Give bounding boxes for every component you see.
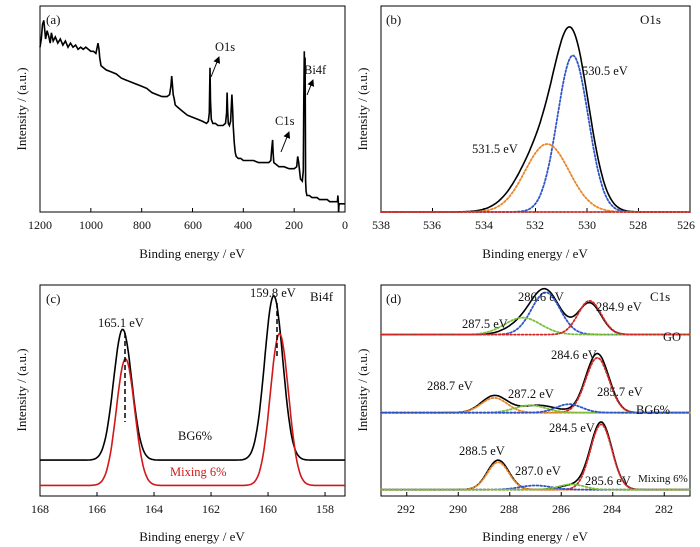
peak-165-1-label: 165.1 eV bbox=[98, 316, 144, 330]
panel-d-frame bbox=[380, 284, 691, 497]
o1s-annotation: O1s bbox=[215, 40, 235, 54]
panel-b-tick: 530 bbox=[578, 218, 596, 232]
peak-159-8-label: 159.8 eV bbox=[250, 286, 296, 300]
panel-b-ylabel: Intensity / (a.u.) bbox=[355, 67, 370, 150]
panel-d-tick: 290 bbox=[449, 502, 467, 516]
mixing6-sample-label-d: Mixing 6% bbox=[638, 473, 688, 485]
peak-530-5-label: 530.5 eV bbox=[582, 64, 628, 78]
panel-d-label: (d) bbox=[386, 291, 401, 306]
panel-a-frame bbox=[39, 5, 346, 213]
panel-d: (d) C1s 292 290 288 286 284 282 Binding … bbox=[355, 284, 691, 544]
panel-a: (a) 1200 1000 800 600 400 200 0 Binding … bbox=[14, 5, 348, 261]
panel-c-tick: 164 bbox=[145, 502, 163, 516]
mix-peak-288-5-label: 288.5 eV bbox=[459, 444, 505, 458]
panel-c-tick: 158 bbox=[316, 502, 334, 516]
c1s-annotation: C1s bbox=[275, 114, 295, 128]
panel-a-tick: 800 bbox=[133, 218, 151, 232]
panel-a-tick: 400 bbox=[234, 218, 252, 232]
panel-b-frame bbox=[380, 5, 691, 213]
bi4f-arrow bbox=[306, 79, 315, 96]
panel-a-tick: 1200 bbox=[28, 218, 52, 232]
panel-c-plot bbox=[39, 294, 345, 496]
bg6-peak-288-7-label: 288.7 eV bbox=[427, 379, 473, 393]
panel-d-title: C1s bbox=[650, 289, 670, 304]
peak-284-6-label: 284.6 eV bbox=[551, 348, 597, 362]
panel-a-tick: 600 bbox=[184, 218, 202, 232]
bg6-sample-label: BG6% bbox=[178, 429, 212, 443]
panel-c-xlabel: Binding energy / eV bbox=[139, 529, 245, 544]
panel-d-plot bbox=[380, 287, 691, 496]
panel-b-tick: 532 bbox=[526, 218, 544, 232]
panel-c-tick: 160 bbox=[259, 502, 277, 516]
c1s-arrow bbox=[280, 131, 291, 153]
panel-a-ylabel: Intensity / (a.u.) bbox=[14, 67, 29, 150]
panel-a-plot bbox=[39, 20, 346, 213]
bg6-peak-285-7-label: 285.7 eV bbox=[597, 385, 643, 399]
series-line-go-287-5-ev bbox=[380, 316, 691, 336]
bg6-peak-287-2-label: 287.2 eV bbox=[508, 387, 554, 401]
panel-d-xlabel: Binding energy / eV bbox=[482, 529, 588, 544]
panel-b-tick: 526 bbox=[677, 218, 695, 232]
series-line-envelope bbox=[381, 26, 690, 213]
mixing6-sample-label: Mixing 6% bbox=[170, 465, 227, 479]
series-line-go-284-9-ev bbox=[380, 300, 691, 336]
panel-d-tick: 288 bbox=[500, 502, 518, 516]
panel-b-tick: 528 bbox=[629, 218, 647, 232]
peak-284-5-label: 284.5 eV bbox=[549, 421, 595, 435]
panel-a-tick: 1000 bbox=[79, 218, 103, 232]
panel-a-label: (a) bbox=[46, 12, 60, 27]
panel-c-tick: 166 bbox=[88, 502, 106, 516]
panel-c-tick: 162 bbox=[202, 502, 220, 516]
panel-d-tick: 292 bbox=[397, 502, 415, 516]
panel-c-tick: 168 bbox=[31, 502, 49, 516]
panel-d-tick: 286 bbox=[552, 502, 570, 516]
panel-b-title: O1s bbox=[640, 12, 661, 27]
panel-b-plot bbox=[380, 26, 691, 213]
panel-b-tick: 536 bbox=[423, 218, 441, 232]
panel-b: (b) O1s 538 536 534 532 530 528 526 Bind… bbox=[355, 5, 695, 261]
panel-c: (c) Bi4f 168 166 164 162 160 158 Binding… bbox=[14, 284, 346, 544]
panel-b-tick: 538 bbox=[372, 218, 390, 232]
series-line-spectrum bbox=[39, 20, 345, 213]
mix-peak-287-0-label: 287.0 eV bbox=[515, 464, 561, 478]
panel-a-xlabel: Binding energy / eV bbox=[139, 246, 245, 261]
panel-b-xlabel: Binding energy / eV bbox=[482, 246, 588, 261]
o1s-arrow bbox=[210, 56, 221, 78]
panel-a-tick: 200 bbox=[285, 218, 303, 232]
mix-peak-285-6-label: 285.6 eV bbox=[585, 474, 631, 488]
panel-c-label: (c) bbox=[46, 291, 60, 306]
panel-d-tick: 284 bbox=[603, 502, 621, 516]
panel-a-tick: 0 bbox=[342, 218, 348, 232]
panel-c-ylabel: Intensity / (a.u.) bbox=[14, 348, 29, 431]
series-line-mixing-6-285-6-ev bbox=[380, 483, 691, 491]
panel-b-tick: 534 bbox=[475, 218, 493, 232]
panel-c-frame bbox=[39, 284, 346, 497]
series-line-mixing-6- bbox=[40, 332, 345, 487]
panel-d-tick: 282 bbox=[655, 502, 673, 516]
panel-c-title: Bi4f bbox=[310, 289, 334, 304]
go-peak-286-6-label: 286.6 eV bbox=[518, 290, 564, 304]
go-sample-label: GO bbox=[663, 330, 681, 344]
go-peak-284-9-label: 284.9 eV bbox=[596, 300, 642, 314]
go-peak-287-5-label: 287.5 eV bbox=[462, 317, 508, 331]
bg6-sample-label-d: BG6% bbox=[636, 403, 670, 417]
bi4f-annotation: Bi4f bbox=[304, 63, 327, 77]
series-line-bg6-285-7-ev bbox=[380, 403, 691, 414]
panel-d-ylabel: Intensity / (a.u.) bbox=[355, 348, 370, 431]
peak-531-5-label: 531.5 eV bbox=[472, 142, 518, 156]
panel-b-label: (b) bbox=[386, 12, 401, 27]
series-line-531-5-ev bbox=[380, 143, 691, 213]
